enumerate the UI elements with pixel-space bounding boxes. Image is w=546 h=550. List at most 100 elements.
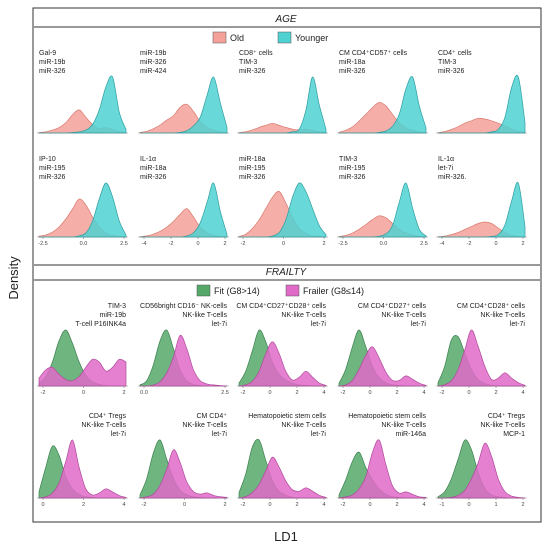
tick-label: 0 xyxy=(282,241,285,247)
tick-label: -2.5 xyxy=(38,241,47,247)
tick-label: -1 xyxy=(440,502,445,508)
density-panel-9: TIM-3 miR-195 miR-326 -2.5 0.0 2.5 xyxy=(337,156,428,247)
tick-label: -2 xyxy=(142,502,147,508)
panel-label-line: CM CD4⁺CD27⁺CD28⁺ cells xyxy=(236,303,326,310)
panel-label-line: CM CD4⁺CD27⁺ cells xyxy=(358,303,427,310)
panel-label-line: NK-like T-cells xyxy=(182,422,227,429)
panel-label-line: miR-326 xyxy=(438,68,465,75)
tick-label: 4 xyxy=(422,390,425,396)
tick-label: 0 xyxy=(82,390,85,396)
tick-label: 0 xyxy=(183,502,186,508)
tick-label: 4 xyxy=(322,502,325,508)
tick-label: 0 xyxy=(467,502,470,508)
tick-label: 2 xyxy=(494,390,497,396)
density-area-younger xyxy=(438,181,526,238)
tick-label: 4 xyxy=(422,502,425,508)
panel-label-line: let-7i xyxy=(311,431,327,438)
panel-label-line: CD4⁺ cells xyxy=(438,50,472,57)
tick-label: 4 xyxy=(521,390,524,396)
density-area-younger xyxy=(39,182,127,238)
tick-label: 2 xyxy=(223,502,226,508)
legend-swatch-frailer xyxy=(285,284,300,297)
tick-label: 0 xyxy=(494,241,497,247)
panel-label-line: miR-195 xyxy=(39,165,66,172)
panel-label-line: CM CD4⁺ xyxy=(196,413,227,420)
panel-label-line: miR-326 xyxy=(339,174,366,181)
panel-label-line: miR-146a xyxy=(396,431,426,438)
panel-label-line: miR-326 xyxy=(140,59,167,66)
density-panel-13: CM CD4⁺CD27⁺CD28⁺ cells NK-like T-cells le… xyxy=(236,303,328,396)
tick-label: -2 xyxy=(241,241,246,247)
frailty-legend: Fit (G8>14) Frailer (G8≤14) xyxy=(196,284,364,297)
panel-label-line: NK-like T-cells xyxy=(182,312,227,319)
age-legend: Old Younger xyxy=(212,31,328,44)
panel-label-line: miR-326 xyxy=(39,174,66,181)
tick-label: 2 xyxy=(295,390,298,396)
x-axis-title: LD1 xyxy=(274,529,298,544)
tick-label: 2.5 xyxy=(221,390,229,396)
legend-label-frailer: Frailer (G8≤14) xyxy=(303,286,364,296)
panel-label-line: NK-like T-cells xyxy=(81,422,126,429)
tick-label: -2 xyxy=(341,390,346,396)
panel-label-line: let-7i xyxy=(311,321,327,328)
tick-label: -2 xyxy=(467,241,472,247)
frailty-section-title: FRAILTY xyxy=(266,267,308,278)
legend-swatch-younger xyxy=(277,31,292,44)
density-area-frailer xyxy=(338,439,427,499)
tick-label: 0.0 xyxy=(140,390,148,396)
tick-label: -2.5 xyxy=(338,241,347,247)
panel-label-line: IP-10 xyxy=(39,156,56,163)
density-area-frailer xyxy=(438,442,526,499)
panel-label-line: NK-like T-cells xyxy=(480,422,525,429)
tick-label: 0 xyxy=(268,390,271,396)
panel-label-line: let-7i xyxy=(212,321,228,328)
legend-label-younger: Younger xyxy=(295,33,328,43)
panel-label-line: CD4⁺ Tregs xyxy=(89,413,127,420)
panel-label-line: CD8⁺ cells xyxy=(239,50,273,57)
panel-label-line: miR-19b xyxy=(140,50,167,57)
panel-label-line: let-7i xyxy=(438,165,454,172)
panel-label-line: CM CD4⁺CD57⁺ cells xyxy=(339,50,408,57)
panel-label-line: TIM-3 xyxy=(239,59,257,66)
panel-label-line: miR-424 xyxy=(140,68,167,75)
legend-swatch-old xyxy=(212,31,227,44)
panel-label-line: miR-195 xyxy=(339,165,366,172)
density-area-younger xyxy=(140,76,228,134)
panel-label-line: miR-326 xyxy=(339,68,366,75)
density-area-frailer xyxy=(139,449,228,499)
density-panel-2: miR-19b miR-326 miR-424 xyxy=(138,50,229,134)
density-area-frailer xyxy=(38,439,127,499)
panel-label-line: NK-like T-cells xyxy=(281,422,326,429)
panel-label-line: let-7i xyxy=(212,431,228,438)
tick-label: 2 xyxy=(322,241,325,247)
legend-swatch-fit xyxy=(196,284,211,297)
panel-label-line: miR-326 xyxy=(239,174,266,181)
panel-label-line: NK-like T-cells xyxy=(381,422,426,429)
tick-label: 2 xyxy=(521,502,524,508)
tick-label: 0 xyxy=(196,241,199,247)
panel-label-line: let-7i xyxy=(411,321,427,328)
density-panel-15: CM CD4⁺CD28⁺ cells NK-like T-cells let-7i -… xyxy=(436,303,527,396)
tick-label: 4 xyxy=(122,502,125,508)
tick-label: 4 xyxy=(322,390,325,396)
panel-label-line: CD56bright CD16⁻ NK-cells xyxy=(140,303,227,310)
panel-label-line: IL-1α xyxy=(438,156,454,163)
density-area-frailer xyxy=(38,358,127,387)
panel-label-line: miR-326 xyxy=(39,68,66,75)
density-panel-4: CM CD4⁺CD57⁺ cells miR-18a miR-326 xyxy=(337,50,428,134)
density-area-younger xyxy=(438,74,526,134)
density-panel-11: TIM-3 miR-19b T-cell P16INK4a -2 0 2 xyxy=(37,303,128,396)
panel-label-line: miR-19b xyxy=(39,59,66,66)
density-panel-10: IL-1α let-7i miR-326. -4 -2 0 2 xyxy=(436,156,527,247)
tick-label: -4 xyxy=(142,241,147,247)
density-panel-16: CD4⁺ Tregs NK-like T-cells let-7i 0 2 4 xyxy=(37,413,128,508)
panel-label-line: IL-1α xyxy=(140,156,156,163)
panel-label-line: miR-18a xyxy=(239,156,266,163)
density-area-frailer xyxy=(338,346,427,387)
density-area-younger xyxy=(140,182,228,238)
tick-label: -2 xyxy=(440,390,445,396)
density-panel-20: CD4⁺ Tregs NK-like T-cells MCP-1 -1 0 1 2 xyxy=(436,413,527,508)
panel-label-line: miR-18a xyxy=(339,59,366,66)
density-panel-1: Gal-9 miR-19b miR-326 xyxy=(37,50,128,134)
